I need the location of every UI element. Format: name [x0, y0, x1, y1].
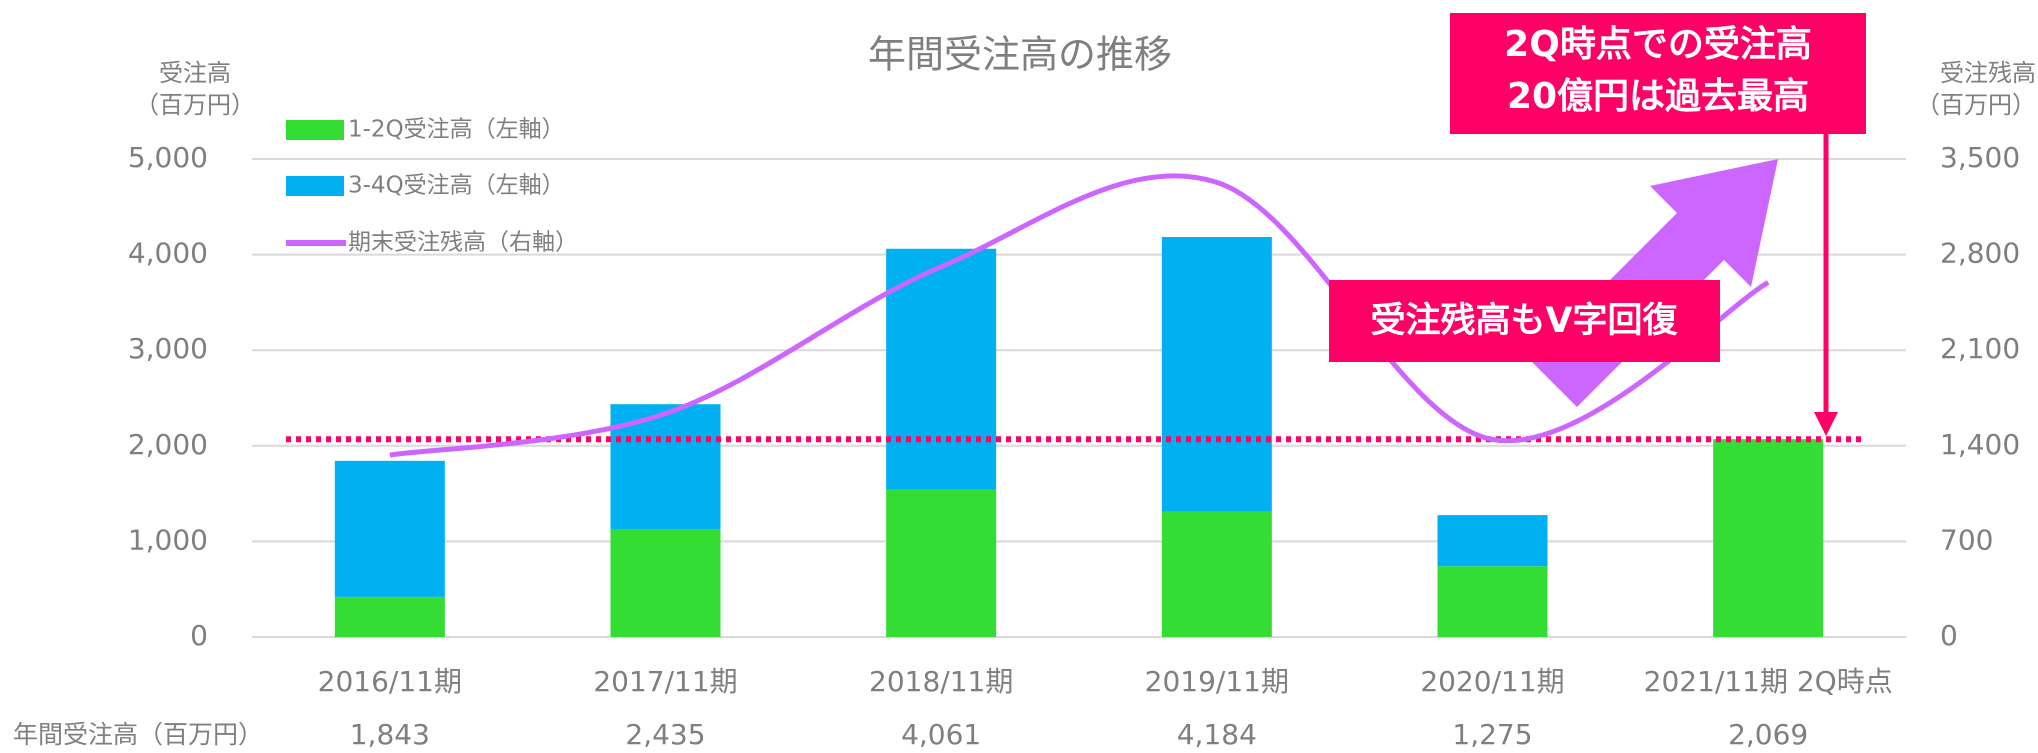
- total-label: 4,184: [1177, 718, 1257, 751]
- y2-axis-label: 受注残高: [1940, 59, 2036, 87]
- y-tick-label: 4,000: [128, 237, 208, 270]
- total-label: 2,435: [625, 718, 705, 751]
- x-tick-label: 2016/11期: [318, 665, 462, 698]
- bar-segment: [1161, 237, 1272, 512]
- y2-axis-label: （百万円）: [1916, 91, 2036, 119]
- legend-label: 3-4Q受注高（左軸）: [348, 173, 565, 199]
- x-tick-label: 2019/11期: [1145, 665, 1289, 698]
- bar-segment: [1437, 515, 1548, 567]
- bar-segment: [886, 248, 997, 490]
- annotation: 受注残高もV字回復: [1370, 301, 1678, 341]
- y2-tick-label: 1,400: [1940, 428, 2020, 461]
- legend-swatch: [286, 120, 344, 140]
- bar-segment: [1437, 566, 1548, 637]
- y-tick-label: 0: [190, 619, 208, 652]
- y-axis-label: （百万円）: [135, 91, 255, 119]
- x-tick-label: 2020/11期: [1420, 665, 1564, 698]
- y-tick-label: 3,000: [128, 332, 208, 365]
- bar-segment: [1161, 511, 1272, 637]
- annotation-arrow-head: [1814, 412, 1838, 436]
- annotation: 2Q時点での受注高: [1504, 24, 1812, 65]
- annotation-box: [1329, 280, 1720, 362]
- y2-tick-label: 2,100: [1940, 332, 2020, 365]
- bar-segment: [334, 460, 445, 597]
- x-tick-label: 2021/11期 2Q時点: [1644, 665, 1893, 698]
- total-label: 4,061: [901, 718, 981, 751]
- plot: 0 1,000 2,000 3,000 4,000 5,000 0 700 1,400 2,100…: [128, 117, 2020, 752]
- y2-tick-label: 700: [1940, 523, 1993, 556]
- y2-tick-label: 3,500: [1940, 141, 2020, 174]
- line-series: [389, 173, 1770, 458]
- y-axis-label: 受注高: [159, 59, 231, 87]
- bar-segment: [334, 596, 445, 637]
- y2-tick-label: 0: [1940, 619, 1958, 652]
- y-tick-label: 1,000: [128, 523, 208, 556]
- legend-swatch: [286, 176, 344, 196]
- total-label: 1,843: [350, 718, 430, 751]
- annotation-box: [1450, 13, 1866, 134]
- bar-segment: [610, 528, 721, 637]
- bar-segment: [1713, 439, 1824, 637]
- total-label: 2,069: [1728, 718, 1808, 751]
- y-tick-label: 5,000: [128, 141, 208, 174]
- y2-tick-label: 2,800: [1940, 237, 2020, 270]
- chart-title: 年間受注高の推移: [868, 33, 1172, 77]
- x-tick-label: 2017/11期: [593, 665, 737, 698]
- totals-label: 年間受注高（百万円）: [13, 720, 263, 749]
- total-label: 1,275: [1452, 718, 1532, 751]
- bar-segment: [886, 489, 997, 637]
- annotation: 20億円は過去最高: [1507, 76, 1809, 117]
- y-tick-label: 2,000: [128, 428, 208, 461]
- legend-label: 1-2Q受注高（左軸）: [348, 117, 565, 143]
- x-tick-label: 2018/11期: [869, 665, 1013, 698]
- legend-label: 期末受注残高（右軸）: [348, 230, 578, 256]
